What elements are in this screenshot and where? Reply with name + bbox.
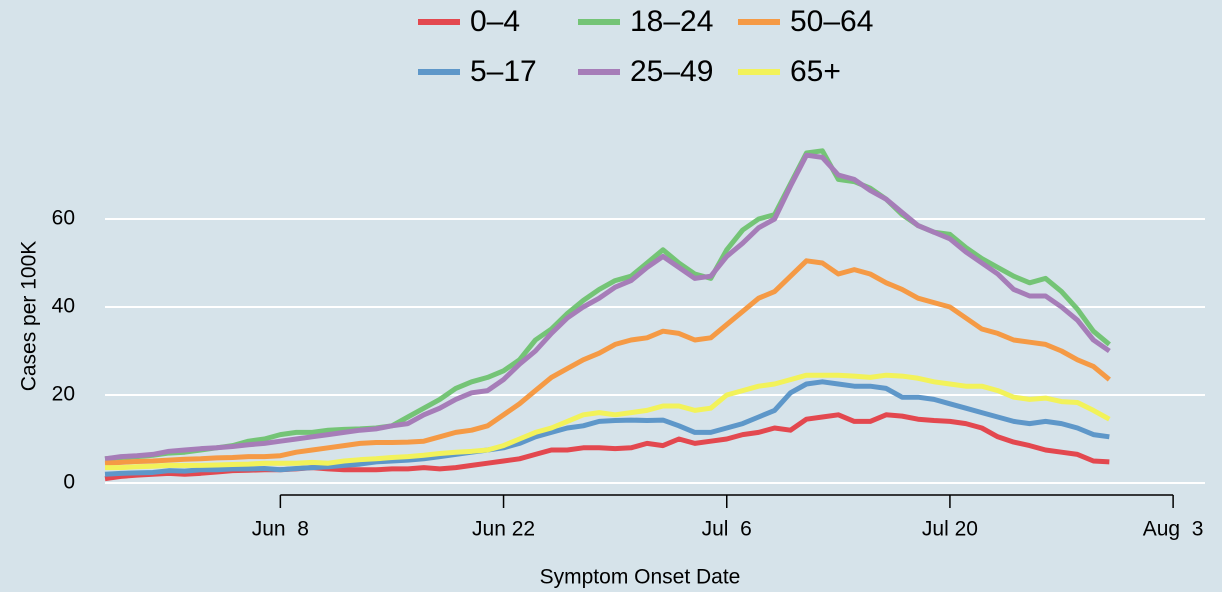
- x-tick-label: Jul 20: [922, 518, 978, 541]
- legend-label: 50–64: [790, 5, 873, 38]
- y-tick-label: 20: [52, 383, 75, 406]
- x-tick-label: Aug 3: [1143, 518, 1204, 541]
- legend-label: 25–49: [630, 55, 713, 88]
- legend-label: 65+: [790, 55, 841, 88]
- y-tick-label: 60: [52, 207, 75, 230]
- legend-label: 0–4: [470, 5, 520, 38]
- y-tick-label: 40: [52, 295, 75, 318]
- x-tick-label: Jun 8: [252, 518, 309, 541]
- x-tick-label: Jun 22: [472, 518, 535, 541]
- legend: 0–4 5–17 18–24 25–49 50–64 65+: [418, 5, 873, 88]
- legend-label: 18–24: [630, 5, 713, 38]
- legend-label: 5–17: [470, 55, 537, 88]
- series-line: [104, 379, 1110, 477]
- x-tick-label: Jul 6: [702, 518, 752, 541]
- x-axis-label: Symptom Onset Date: [540, 566, 741, 589]
- y-axis-label: Cases per 100K: [18, 241, 41, 392]
- series-line: [105, 372, 1111, 471]
- series-line: [104, 152, 1111, 462]
- y-tick-label: 0: [63, 471, 75, 494]
- series-line: [104, 258, 1111, 466]
